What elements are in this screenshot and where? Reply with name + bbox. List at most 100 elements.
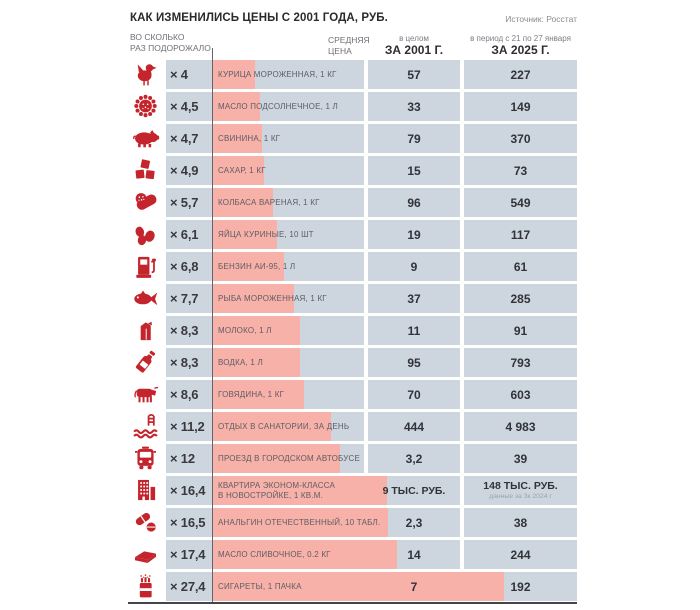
bar-baseline-divider — [212, 48, 213, 604]
price-2025: 148 ТЫС. РУБ. данные за 3к 2024 г — [483, 480, 558, 500]
item-name: МАСЛО СЛИВОЧНОЕ, 0.2 КГ — [218, 549, 331, 559]
source-label: Источник: Росстат — [505, 14, 577, 24]
item-name: ВОДКА, 1 Л — [218, 357, 263, 367]
multiplier-bar — [212, 92, 260, 121]
item-name: КОЛБАСА ВАРЕНАЯ, 1 КГ — [218, 197, 320, 207]
item-name: ГОВЯДИНА, 1 КГ — [218, 389, 285, 399]
price-2001: 14 — [407, 547, 421, 562]
price-2001: 444 — [403, 419, 425, 434]
table-row: × 7,7 РЫБА МОРОЖЕННАЯ, 1 КГ 37 285 — [128, 284, 577, 313]
row-cell-2001 — [368, 92, 460, 121]
table-row: × 5,7 КОЛБАСА ВАРЕНАЯ, 1 КГ 96 549 — [128, 188, 577, 217]
row-cell-2025 — [464, 60, 577, 89]
price-2025: 227 — [510, 67, 531, 82]
item-name: ПРОЕЗД В ГОРОДСКОМ АВТОБУСЕ — [218, 453, 361, 463]
page-title: КАК ИЗМЕНИЛИСЬ ЦЕНЫ С 2001 ГОДА, РУБ. — [130, 12, 388, 24]
price-2001: 37 — [407, 291, 421, 306]
price-2025: 244 — [510, 547, 531, 562]
price-2001: 3,2 — [405, 451, 423, 466]
price-2025: 38 — [513, 515, 528, 530]
multiplier-bar — [212, 60, 255, 89]
row-cell-2001 — [368, 220, 460, 249]
multiplier-bar — [212, 380, 304, 409]
multiplier-label: × 4,5 — [170, 99, 199, 114]
item-name: АНАЛЬГИН ОТЕЧЕСТВЕННЫЙ, 10 ТАБЛ. — [218, 517, 381, 527]
table-row: × 11,2 ОТДЫХ В САНАТОРИИ, ЗА ДЕНЬ 444 4 … — [128, 412, 577, 441]
price-2025: 285 — [510, 291, 531, 306]
column-header-average-price: СРЕДНЯЯ ЦЕНА — [328, 35, 370, 56]
item-name: МАСЛО ПОДСОЛНЕЧНОЕ, 1 Л — [218, 101, 338, 111]
table-row: × 6,8 БЕНЗИН АИ-95, 1 Л 9 61 — [128, 252, 577, 281]
multiplier-bar — [212, 156, 265, 185]
butter-icon — [128, 540, 163, 569]
row-cell-2001 — [368, 412, 460, 441]
building-icon — [128, 476, 163, 505]
item-name: БЕНЗИН АИ-95, 1 Л — [218, 261, 296, 271]
price-2001: 19 — [407, 227, 421, 242]
multiplier-label: × 7,7 — [170, 291, 199, 306]
sausage-icon — [128, 188, 163, 217]
column-header-2001: ЗА 2001 Г. — [384, 43, 444, 57]
multiplier-bar — [212, 188, 273, 217]
row-cell-2025 — [464, 476, 577, 505]
price-2025: 91 — [513, 323, 528, 338]
price-2025: 192 — [510, 579, 531, 594]
table-row: × 12 ПРОЕЗД В ГОРОДСКОМ АВТОБУСЕ 3,2 39 — [128, 444, 577, 473]
row-cell-2025 — [464, 220, 577, 249]
price-2025: 549 — [510, 195, 531, 210]
row-cell-2001 — [368, 284, 460, 313]
multiplier-bar — [212, 508, 388, 537]
multiplier-label: × 17,4 — [170, 547, 206, 562]
price-2025: 73 — [513, 163, 528, 178]
multiplier-bar — [212, 284, 294, 313]
multiplier-label: × 6,8 — [170, 259, 199, 274]
row-cell-2025 — [464, 540, 577, 569]
chicken-icon — [128, 60, 163, 89]
multiplier-bar — [212, 220, 277, 249]
sanatorium-icon — [128, 412, 163, 441]
table-row: × 6,1 ЯЙЦА КУРИНЫЕ, 10 ШТ 19 117 — [128, 220, 577, 249]
fuel-pump-icon — [128, 252, 163, 281]
multiplier-bar — [212, 540, 398, 569]
row-cell-2025 — [464, 156, 577, 185]
table-row: × 4,9 САХАР, 1 КГ 15 73 — [128, 156, 577, 185]
row-cell-name — [166, 124, 364, 153]
row-cell-2001 — [368, 316, 460, 345]
column-header-2025: ЗА 2025 Г. — [491, 43, 550, 57]
row-cell-2001 — [368, 124, 460, 153]
price-2025: 4 983 — [505, 419, 536, 434]
row-cell-2001 — [368, 348, 460, 377]
table-row: × 27,4 СИГАРЕТЫ, 1 ПАЧКА 7 192 — [128, 572, 577, 601]
row-cell-2001 — [368, 156, 460, 185]
multiplier-label: × 5,7 — [170, 195, 199, 210]
price-2001: 7 — [410, 579, 418, 594]
multiplier-label: × 16,4 — [170, 483, 206, 498]
bus-icon — [128, 444, 163, 473]
item-name: РЫБА МОРОЖЕННАЯ, 1 КГ — [218, 293, 327, 303]
price-2001: 9 ТЫС. РУБ. — [382, 484, 446, 497]
multiplier-bar — [212, 572, 504, 601]
price-2025: 603 — [510, 387, 531, 402]
column-note-2001: в целом — [399, 34, 429, 43]
row-cell-2025 — [464, 380, 577, 409]
price-2025: 793 — [510, 355, 531, 370]
row-cell-name — [166, 156, 364, 185]
multiplier-bar — [212, 124, 263, 153]
table-row: × 4,5 МАСЛО ПОДСОЛНЕЧНОЕ, 1 Л 33 149 — [128, 92, 577, 121]
row-cell-2025 — [464, 508, 577, 537]
price-2001: 96 — [407, 195, 421, 210]
multiplier-bar — [212, 348, 301, 377]
table-row: × 8,3 МОЛОКО, 1 Л 11 91 — [128, 316, 577, 345]
row-cell-2001 — [368, 380, 460, 409]
row-cell-2025 — [464, 92, 577, 121]
item-name: КВАРТИРА ЭКОНОМ-КЛАССА В НОВОСТРОЙКЕ, 1 … — [218, 481, 336, 500]
cigarettes-icon — [128, 572, 163, 601]
price-2001: 33 — [407, 99, 421, 114]
item-name: ОТДЫХ В САНАТОРИИ, ЗА ДЕНЬ — [218, 421, 350, 431]
table-bottom-border — [128, 602, 577, 604]
multiplier-label: × 4,9 — [170, 163, 199, 178]
multiplier-label: × 6,1 — [170, 227, 199, 242]
multiplier-label: × 27,4 — [170, 579, 206, 594]
price-2025: 149 — [510, 99, 531, 114]
row-cell-2001 — [368, 252, 460, 281]
